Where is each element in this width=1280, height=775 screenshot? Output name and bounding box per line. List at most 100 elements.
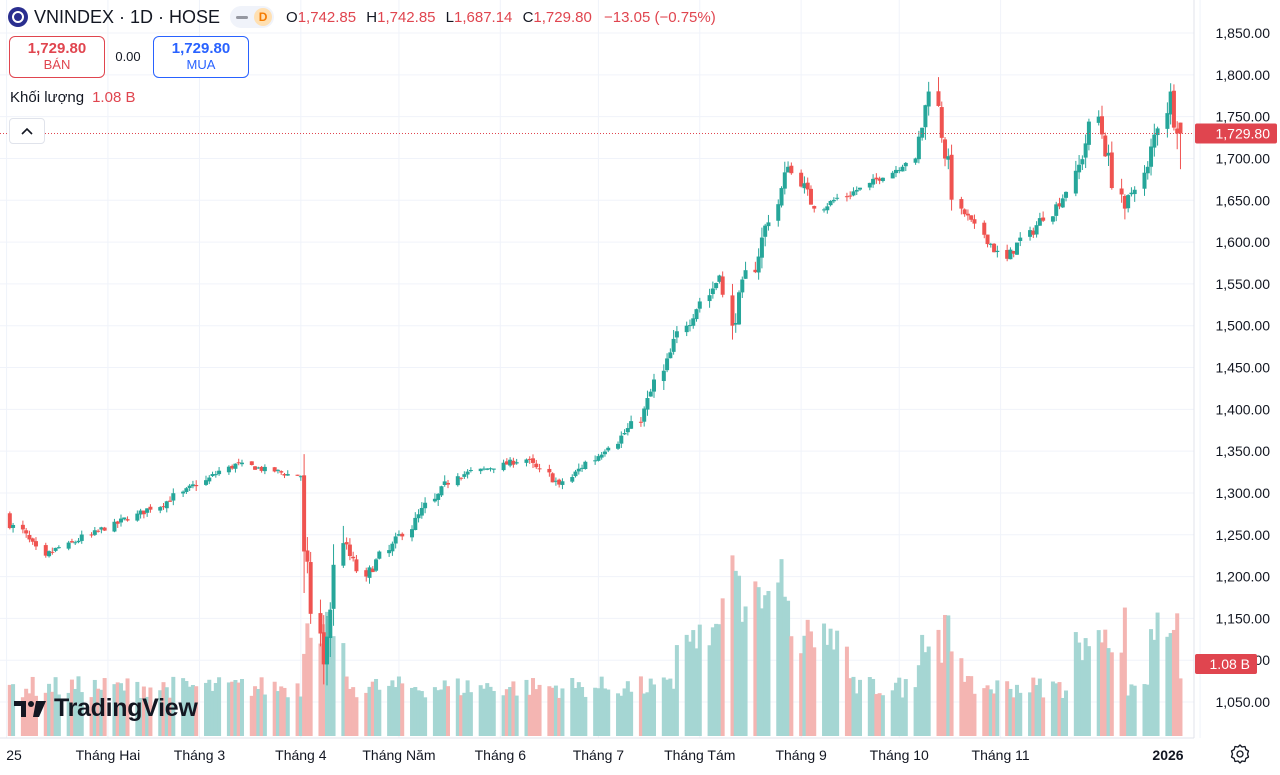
volume-bar: [125, 678, 130, 736]
volume-bar: [1080, 660, 1085, 736]
candle-body: [96, 530, 101, 532]
volume-bar: [877, 693, 882, 736]
volume-bar: [982, 688, 987, 736]
volume-bar: [665, 679, 670, 736]
volume-bar: [279, 686, 284, 736]
candle-body: [1109, 152, 1114, 189]
price-tick-label: 1,600.00: [1216, 234, 1271, 250]
candle-body: [321, 632, 326, 665]
volume-bar: [531, 678, 536, 736]
time-axis[interactable]: 25 Tháng Hai Tháng 3 Tháng 4 Tháng Năm Tháng …: [6, 747, 1184, 763]
volume-bar: [867, 677, 872, 736]
candles: [7, 77, 1183, 686]
candle-body: [890, 172, 895, 179]
candle-body: [1034, 225, 1039, 235]
candle-body: [285, 474, 290, 476]
candle-body: [619, 435, 624, 444]
candle-body: [462, 474, 467, 477]
candle-body: [1080, 159, 1085, 165]
collapse-legend-button[interactable]: [9, 118, 45, 144]
volume-bar: [831, 649, 836, 736]
candle-body: [707, 295, 712, 302]
volume-bar: [390, 680, 395, 736]
candle-body: [949, 154, 954, 200]
candle-body: [1096, 116, 1101, 123]
volume-bar: [1014, 684, 1019, 736]
volume-bar: [805, 619, 810, 736]
candle-body: [1005, 249, 1010, 259]
candle-body: [835, 197, 840, 199]
candle-body: [602, 451, 607, 455]
volume-bar: [871, 678, 876, 736]
volume-bar: [753, 581, 758, 736]
volume-bar: [691, 630, 696, 736]
volume-bar: [1122, 607, 1127, 736]
candle-body: [995, 250, 1000, 253]
settings-gear-icon[interactable]: [1229, 743, 1251, 765]
volume-bar: [661, 677, 666, 736]
candle-body: [959, 199, 964, 209]
volume-bar: [1152, 639, 1157, 736]
candle-body: [831, 199, 836, 202]
volume-bar: [508, 687, 513, 736]
volume-legend[interactable]: Khối lượng 1.08 B: [10, 89, 135, 106]
volume-bar: [553, 685, 558, 736]
candle-body: [1103, 135, 1108, 157]
candle-body: [213, 474, 218, 476]
volume-bar: [995, 680, 1000, 736]
time-tick-label: Tháng 3: [174, 747, 226, 763]
candle-body: [279, 471, 284, 473]
volume-bar: [118, 683, 123, 736]
candle-body: [465, 471, 470, 475]
candle-body: [893, 169, 898, 174]
volume-bar: [988, 689, 993, 736]
candle-body: [20, 524, 25, 530]
candle-body: [53, 547, 58, 551]
candle-body: [969, 215, 974, 220]
candle-body: [913, 158, 918, 163]
sell-button[interactable]: 1,729.80 BÁN: [9, 36, 105, 78]
candle-body: [138, 510, 143, 515]
volume-bar: [387, 685, 392, 736]
candle-body: [756, 256, 761, 273]
candle-body: [367, 567, 372, 578]
volume-bar: [596, 688, 601, 736]
candle-body: [141, 510, 146, 515]
candle-body: [822, 209, 827, 211]
symbol-title[interactable]: VNINDEX · 1D · HOSE: [34, 6, 221, 27]
volume-bar: [652, 684, 656, 736]
candle-body: [573, 471, 578, 477]
tradingview-logo[interactable]: TradingView: [12, 694, 198, 723]
candle-body: [622, 432, 627, 435]
volume-bar: [308, 637, 313, 736]
volume-bar: [779, 559, 784, 736]
volume-bar: [1132, 685, 1137, 736]
volume-bar: [56, 694, 61, 736]
volume-bar: [733, 570, 738, 736]
volume-bar: [275, 691, 280, 736]
candle-body: [318, 613, 323, 634]
candle-body: [24, 530, 29, 534]
candle-body: [233, 463, 238, 469]
candle-body: [1054, 204, 1059, 216]
price-axis[interactable]: 1,050.001,100.001,150.001,200.001,250.00…: [1216, 25, 1271, 710]
volume-bar: [576, 682, 581, 736]
volume-bar: [570, 677, 575, 736]
candle-body: [926, 91, 931, 107]
market-status-pill[interactable]: D: [230, 6, 275, 28]
volume-bar: [96, 688, 101, 736]
candle-body: [194, 484, 199, 487]
buy-button[interactable]: 1,729.80 MUA: [153, 36, 249, 78]
candle-body: [779, 188, 784, 206]
volume-bar: [808, 631, 813, 736]
sell-label: BÁN: [43, 57, 71, 72]
volume-bar: [141, 686, 146, 736]
volume-bar: [766, 591, 771, 736]
candle-body: [710, 288, 715, 295]
volume-bar: [7, 684, 12, 736]
candle-body: [789, 165, 794, 174]
candle-body: [717, 275, 722, 282]
volume-bar: [1142, 684, 1147, 736]
candle-body: [478, 468, 483, 472]
